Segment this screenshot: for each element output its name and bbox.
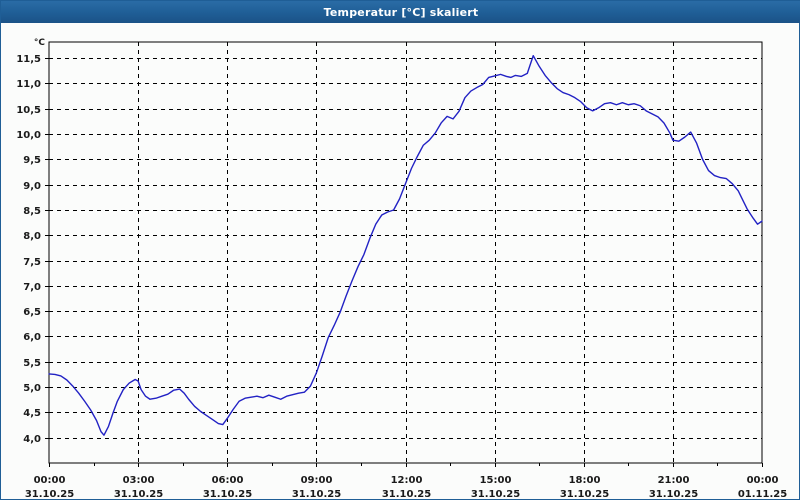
x-tick-label-date: 31.10.25: [203, 489, 252, 499]
y-tick-label: 7,0: [23, 282, 41, 293]
x-axis-labels: 00:00 31.10.25 03:00 31.10.25 06:00 31.10.25 0…: [25, 475, 787, 499]
temperature-line-chart: 11,5 11,0 10,5 10,0 9,5 9,0 8,5 8,0 7,5 7,0 6,5 6,0…: [16, 38, 787, 499]
y-tick-label: 10,5: [16, 105, 41, 116]
y-tick-label: 6,0: [23, 332, 41, 343]
page-title: Temperatur [°C] skaliert: [323, 5, 479, 19]
x-tick-label-date: 31.10.25: [382, 489, 431, 499]
x-tick-label-time: 03:00: [123, 475, 155, 486]
x-tick-label-time: 12:00: [391, 475, 423, 486]
x-tick-label-time: 18:00: [569, 475, 601, 486]
plot-frame: [48, 41, 763, 464]
x-tick-label-date: 01.11.25: [738, 489, 787, 499]
y-axis-labels: 11,5 11,0 10,5 10,0 9,5 9,0 8,5 8,0 7,5 7,0 6,5 6,0…: [16, 54, 41, 445]
y-tick-label: 9,0: [23, 181, 41, 192]
x-tick-label-date: 31.10.25: [471, 489, 520, 499]
y-tick-label: 10,0: [16, 130, 41, 141]
x-tick-label-time: 15:00: [480, 475, 512, 486]
y-tick-label: 11,0: [16, 79, 41, 90]
x-tick-label-date: 31.10.25: [114, 489, 163, 499]
horizontal-gridlines: [49, 58, 762, 439]
y-tick-label: 6,5: [23, 307, 41, 318]
y-tick-label: 5,5: [23, 358, 41, 369]
x-tick-label-date: 31.10.25: [649, 489, 698, 499]
x-tick-label-time: 21:00: [658, 475, 690, 486]
temperature-series-line: [48, 54, 763, 436]
x-tick-label-time: 00:00: [747, 475, 779, 486]
chart-canvas: 11,5 11,0 10,5 10,0 9,5 9,0 8,5 8,0 7,5 7,0 6,5 6,0…: [1, 23, 799, 499]
x-tick-label-time: 09:00: [301, 475, 333, 486]
vertical-gridlines: [138, 42, 674, 463]
y-tick-label: 7,5: [23, 257, 41, 268]
y-tick-label: 5,0: [23, 383, 41, 394]
y-tick-label: 8,5: [23, 206, 41, 217]
x-tick-label-date: 31.10.25: [292, 489, 341, 499]
y-axis-unit-label: °C: [34, 38, 46, 48]
x-tick-label-time: 06:00: [212, 475, 244, 486]
y-tick-label: 11,5: [16, 54, 41, 65]
y-tick-label: 4,5: [23, 408, 41, 419]
y-axis-ticks: [45, 58, 49, 439]
y-tick-label: 4,0: [23, 434, 41, 445]
y-tick-label: 8,0: [23, 231, 41, 242]
y-tick-label: 9,5: [23, 155, 41, 166]
x-tick-label-date: 31.10.25: [560, 489, 609, 499]
x-axis-ticks: [49, 463, 763, 467]
plot-background: [49, 42, 762, 463]
x-tick-label-time: 00:00: [34, 475, 66, 486]
window-title-bar: Temperatur [°C] skaliert: [1, 1, 800, 23]
x-tick-label-date: 31.10.25: [25, 489, 74, 499]
